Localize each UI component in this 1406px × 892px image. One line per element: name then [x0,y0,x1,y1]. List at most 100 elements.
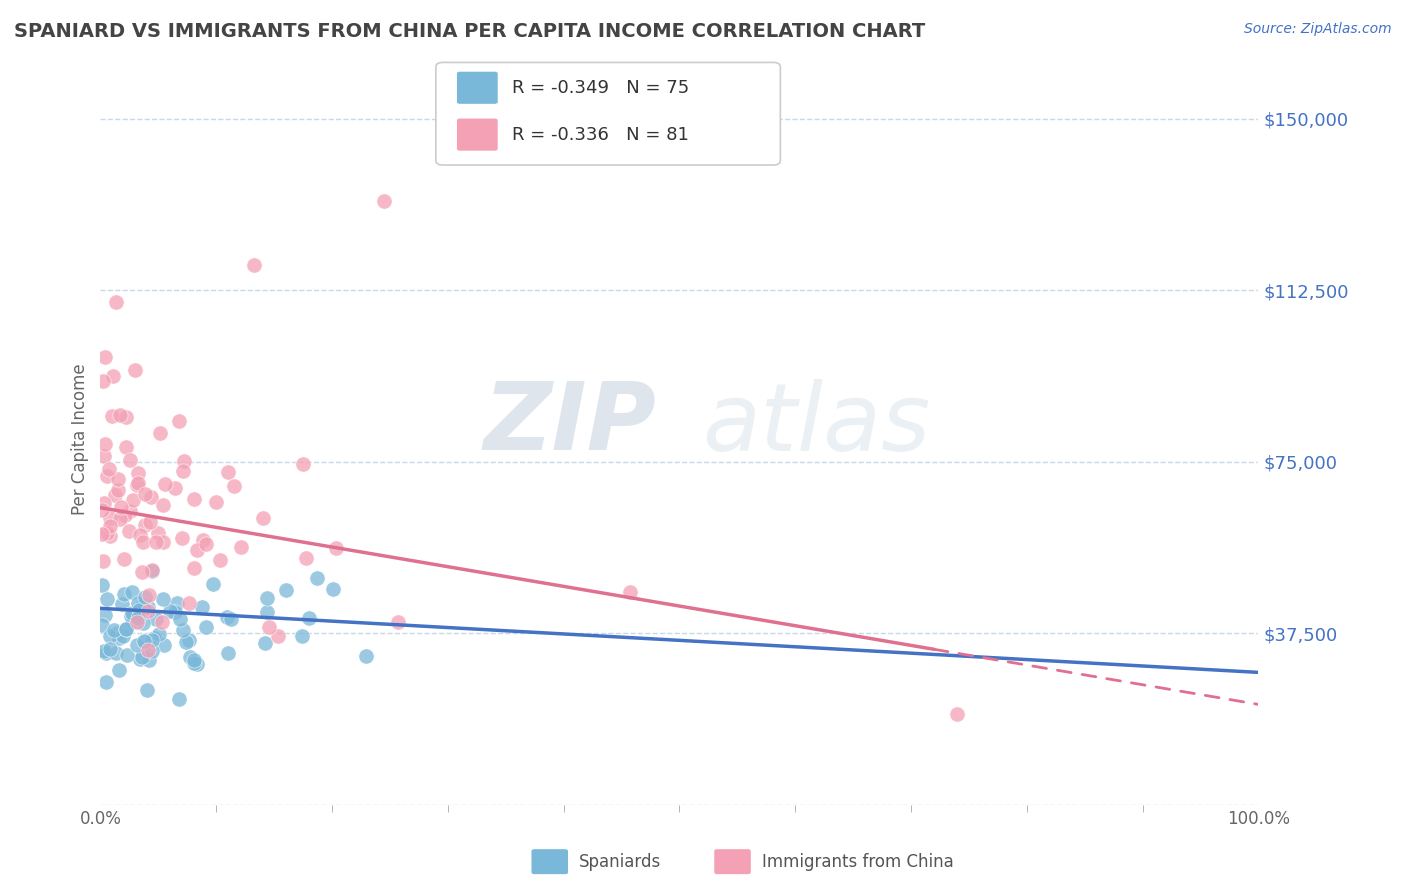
Point [101,409,124,424]
Point [152,534,174,549]
Point [217,465,239,479]
Point [94,646,117,660]
Point [146,525,169,540]
Point [153,638,176,652]
Point [150,615,173,629]
Point [354,649,377,664]
Text: Immigrants from China: Immigrants from China [762,853,953,871]
Point [115,622,138,636]
Point [90,527,112,541]
Point [136,682,159,697]
Point [183,492,205,507]
Point [946,706,969,721]
Point [229,540,252,554]
Point [139,490,162,504]
Point [104,488,127,502]
Point [194,537,217,551]
Point [186,657,208,671]
Point [159,604,181,618]
Point [256,591,278,606]
Point [105,646,128,660]
Point [141,644,163,658]
Point [217,646,239,660]
Point [148,627,170,641]
Point [120,608,142,623]
Point [107,473,129,487]
Point [194,620,217,634]
Point [208,552,231,566]
Point [169,612,191,626]
Point [138,588,160,602]
Point [98,529,121,543]
Point [172,624,194,638]
Point [107,631,129,645]
Point [252,511,274,525]
Y-axis label: Per Capita Income: Per Capita Income [72,363,89,515]
Point [111,629,134,643]
Point [91,618,114,632]
Point [139,516,162,530]
Point [132,633,155,648]
Point [136,604,159,618]
Point [134,590,156,604]
Point [131,565,153,579]
Point [91,554,114,568]
Point [134,635,156,649]
Point [105,626,128,640]
Point [169,692,191,706]
Point [152,592,174,607]
Point [143,632,166,646]
Point [305,571,328,585]
Point [129,652,152,666]
Point [141,563,163,577]
Point [127,476,149,491]
Point [91,503,114,517]
Point [127,466,149,480]
Point [93,496,115,510]
Point [94,608,117,623]
Point [322,582,344,597]
Point [107,483,129,498]
Point [174,635,197,649]
Point [131,534,153,549]
Point [183,653,205,667]
Point [98,629,121,643]
Point [172,465,194,479]
Point [298,611,321,625]
Point [94,436,117,450]
Point [221,612,243,626]
Point [93,449,115,463]
Point [115,440,138,454]
Point [114,508,136,522]
Point [98,641,121,656]
Point [202,577,225,591]
Text: R = -0.349   N = 75: R = -0.349 N = 75 [512,78,689,96]
Point [110,500,132,514]
Point [98,511,121,525]
Point [387,615,409,629]
Point [186,542,208,557]
Point [138,653,160,667]
Point [177,632,200,647]
Point [179,650,201,665]
Point [94,674,117,689]
Text: Source: ZipAtlas.com: Source: ZipAtlas.com [1244,22,1392,37]
Point [163,605,186,619]
Point [141,565,163,579]
Point [101,369,124,384]
Point [127,638,149,652]
Point [112,587,135,601]
Point [134,517,156,532]
Point [118,452,141,467]
Point [141,632,163,647]
Point [325,541,347,555]
Point [108,663,131,677]
Point [122,607,145,621]
Point [291,629,314,643]
Point [215,609,238,624]
Point [90,578,112,592]
Point [173,454,195,468]
Point [191,533,214,548]
Point [124,362,146,376]
Point [179,596,201,610]
